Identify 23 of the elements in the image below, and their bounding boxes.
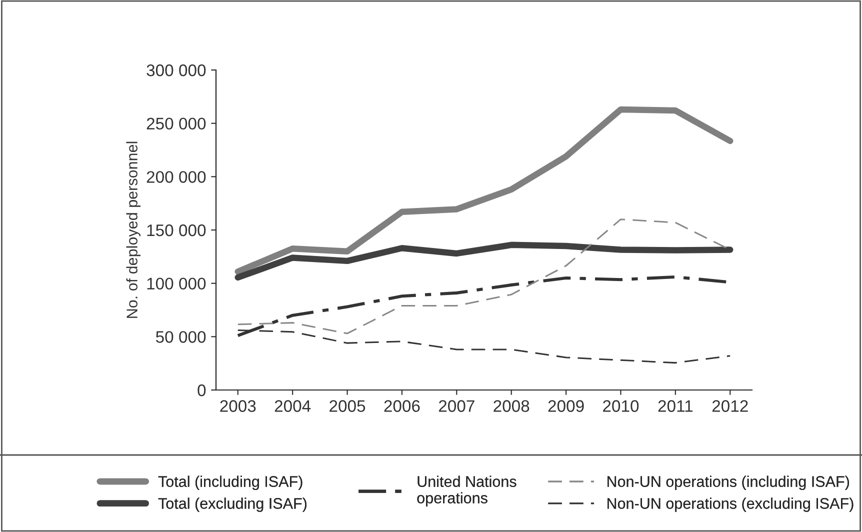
x-tick-label: 2012 <box>712 400 748 412</box>
x-tick-label: 2003 <box>220 400 256 412</box>
x-tick-label: 2010 <box>603 400 639 412</box>
legend-label: United Nations operations <box>417 476 516 506</box>
x-tick-label: 2007 <box>438 400 474 412</box>
x-tick-label: 2009 <box>548 400 584 412</box>
x-tick-label: 2011 <box>658 400 693 412</box>
x-tick-label: 2006 <box>384 400 420 412</box>
x-tick-label: 2005 <box>330 400 366 412</box>
y-axis-title: No. of deployed personnel <box>126 142 140 318</box>
y-tick-label: 150 000 <box>147 224 206 236</box>
legend-label: Non-UN operations (excluding ISAF) <box>608 498 854 512</box>
y-tick-label: 50 000 <box>156 331 206 343</box>
legend-label: Total (excluding ISAF) <box>158 498 306 512</box>
y-tick-label: 300 000 <box>146 64 206 76</box>
y-tick-label: 200 000 <box>146 171 206 183</box>
y-tick-label: 250 000 <box>146 118 206 130</box>
legend-label: Non-UN operations (including ISAF) <box>608 476 849 490</box>
x-tick-label: 2008 <box>494 400 530 412</box>
x-tick-label: 2004 <box>274 400 311 412</box>
legend-label: Total (including ISAF) <box>158 476 302 490</box>
y-tick-label: 0 <box>198 384 206 396</box>
y-tick-label: 100 000 <box>147 278 206 290</box>
